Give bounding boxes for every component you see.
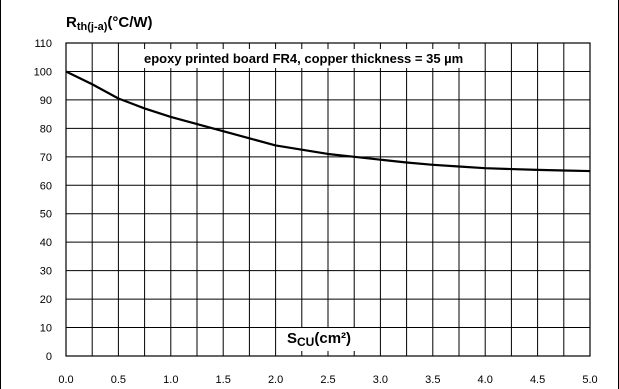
x-tick-label: 3.5: [425, 374, 440, 386]
x-axis-label-sub: CU: [297, 335, 314, 349]
annotation-text: epoxy printed board FR4, copper thicknes…: [144, 51, 463, 66]
y-axis-label: Rth(j-a)(°C/W): [66, 14, 153, 33]
series-line: [65, 70, 591, 173]
y-tick-label: 50: [40, 209, 52, 221]
x-tick-label: 0.0: [58, 374, 73, 386]
y-tick-label: 0: [46, 351, 52, 363]
tick-labels: 0.0 0.5 1.0 1.5 2.0 2.5 3.0 3.5 4.0 4.5 5.0 0 10 20 30…: [34, 38, 598, 386]
x-axis-label-main: S: [287, 330, 297, 347]
x-axis-label: SCU(cm²): [287, 330, 351, 349]
x-tick-label: 4.0: [478, 374, 493, 386]
x-tick-label: 4.5: [530, 374, 545, 386]
grid: [65, 42, 591, 357]
y-tick-label: 60: [40, 180, 52, 192]
x-tick-label: 3.0: [373, 374, 388, 386]
x-tick-label: 5.0: [582, 374, 597, 386]
x-axis-label-unit: (cm²): [314, 330, 351, 347]
plot-area-border: [65, 42, 591, 357]
y-tick-label: 90: [40, 95, 52, 107]
x-tick-label: 2.0: [268, 374, 283, 386]
y-tick-label: 100: [34, 66, 52, 78]
x-tick-label: 1.5: [216, 374, 231, 386]
y-tick-label: 40: [40, 237, 52, 249]
y-tick-label: 20: [40, 294, 52, 306]
x-tick-label: 1.0: [163, 374, 178, 386]
y-axis-label-background: [63, 13, 156, 34]
series-layer: [65, 70, 591, 173]
y-tick-label: 10: [40, 323, 52, 335]
x-tick-label: 2.5: [320, 374, 335, 386]
y-axis-label-sub: th(j-a): [77, 21, 108, 33]
y-tick-label: 80: [40, 123, 52, 135]
y-tick-label: 110: [34, 38, 52, 50]
y-tick-label: 30: [40, 266, 52, 278]
y-axis-label-main: R: [66, 14, 77, 31]
x-axis-label-background: [283, 328, 356, 351]
y-tick-label: 70: [40, 152, 52, 164]
x-tick-label: 0.5: [111, 374, 126, 386]
y-axis-label-unit: (°C/W): [107, 14, 152, 31]
annotation-background: [140, 49, 468, 68]
